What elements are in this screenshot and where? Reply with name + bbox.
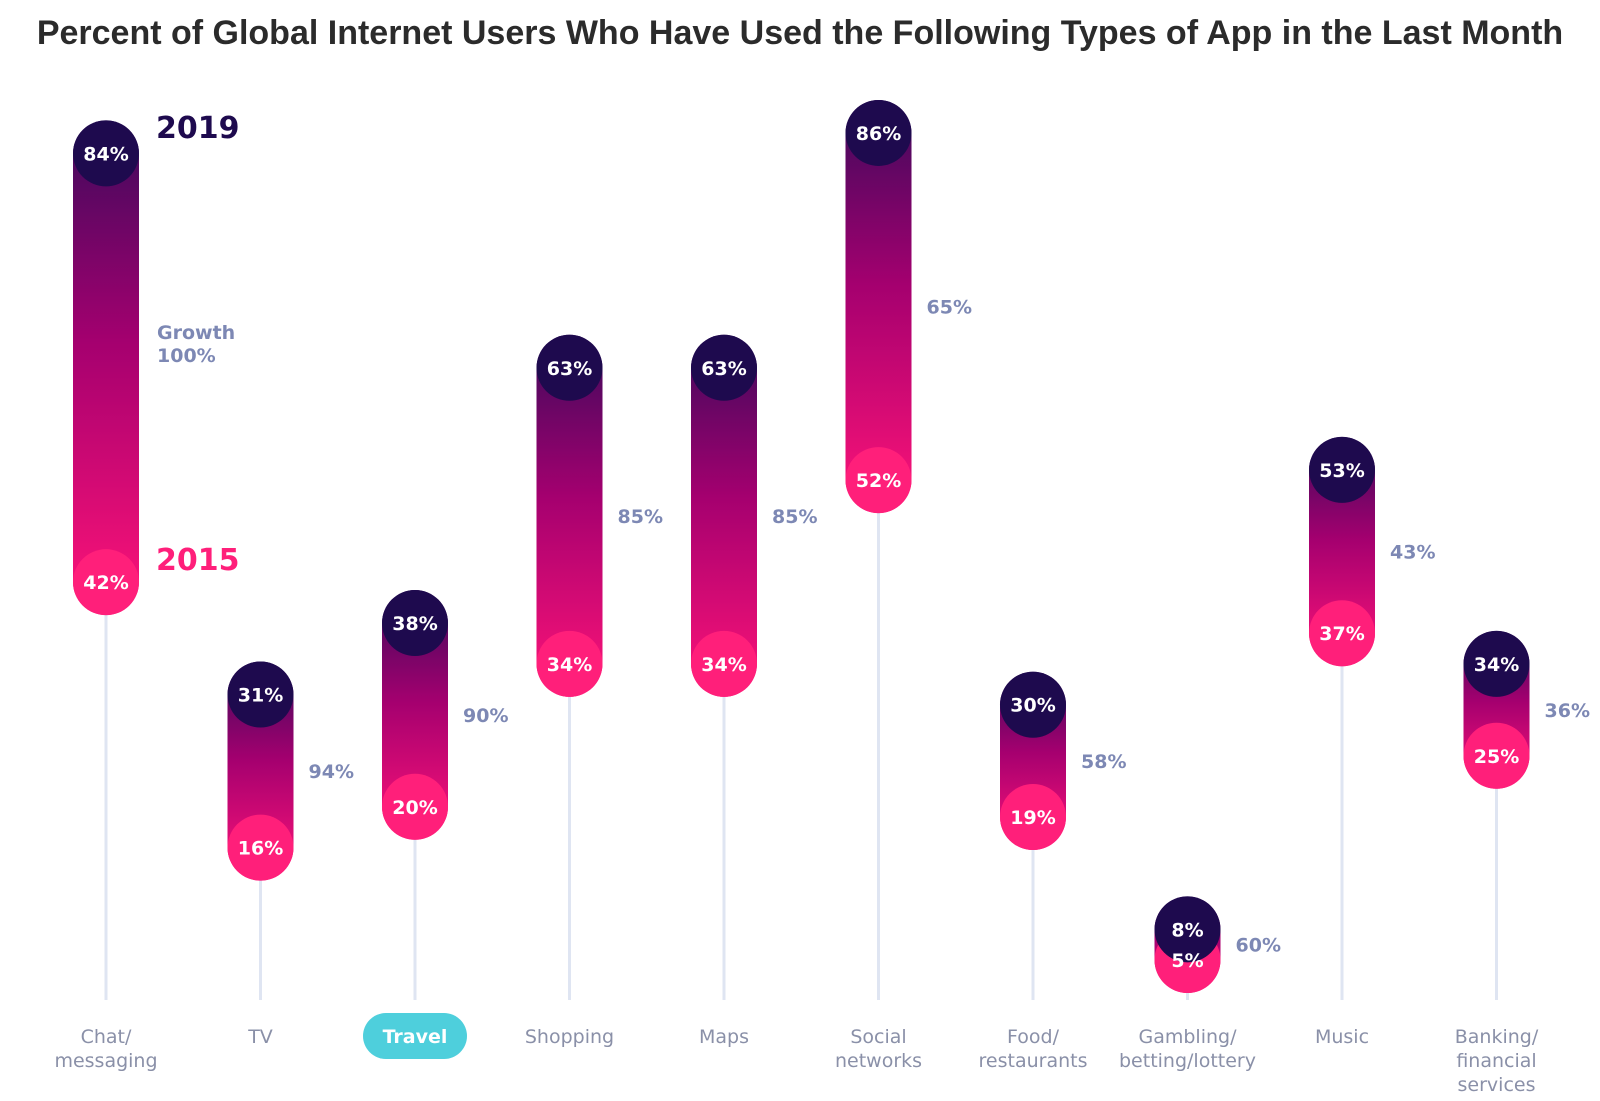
value-2015-chat-messaging: 42% xyxy=(83,572,128,594)
growth-banking-financial-services: 36% xyxy=(1545,700,1590,722)
dot-2019-gambling-betting-lottery xyxy=(1154,896,1221,963)
growth-gambling-betting-lottery: 60% xyxy=(1236,935,1281,957)
dot-2019-travel xyxy=(382,590,448,657)
value-2015-social-networks: 52% xyxy=(856,470,901,492)
labels-layer: 84% 42% Chat/messaging 31% 16% 94% TV 38% 20% 90%… xyxy=(54,123,1590,1096)
value-2015-banking-financial-services: 25% xyxy=(1474,746,1519,768)
dot-2015-tv xyxy=(227,814,294,881)
category-label-social-networks: Social xyxy=(850,1026,906,1048)
pills-layer xyxy=(73,99,1530,993)
dot-2019-chat-messaging xyxy=(73,120,139,187)
value-2019-banking-financial-services: 34% xyxy=(1474,654,1519,676)
dot-2015-chat-messaging xyxy=(73,549,139,616)
category-label-banking-financial-services: Banking/ xyxy=(1455,1026,1539,1048)
value-2015-music: 37% xyxy=(1319,623,1364,645)
legend-2015: 2015 xyxy=(156,543,240,578)
category-highlight-travel xyxy=(363,1013,467,1059)
value-2015-gambling-betting-lottery: 5% xyxy=(1171,950,1203,972)
value-2019-social-networks: 86% xyxy=(856,123,901,145)
dot-2015-shopping xyxy=(536,630,603,697)
pill-travel xyxy=(382,590,448,840)
dot-2019-shopping xyxy=(536,334,603,401)
category-label-music: Music xyxy=(1315,1026,1369,1048)
dot-2015-travel xyxy=(382,773,448,840)
growth-chat-messaging: 100% xyxy=(157,345,216,367)
value-2019-chat-messaging: 84% xyxy=(83,143,128,165)
value-2019-maps: 63% xyxy=(701,358,746,380)
growth-music: 43% xyxy=(1390,542,1435,564)
category-label-gambling-betting-lottery: betting/lottery xyxy=(1119,1050,1256,1072)
category-label-banking-financial-services: services xyxy=(1458,1074,1536,1096)
category-label-shopping: Shopping xyxy=(525,1026,614,1048)
value-2019-gambling-betting-lottery: 8% xyxy=(1171,919,1203,941)
dot-2019-banking-financial-services xyxy=(1463,630,1530,697)
growth-shopping: 85% xyxy=(618,506,663,528)
legend-growth-title: Growth xyxy=(157,322,235,344)
value-2019-travel: 38% xyxy=(392,613,437,635)
pill-maps xyxy=(691,334,757,697)
value-2019-food-restaurants: 30% xyxy=(1010,695,1055,717)
growth-travel: 90% xyxy=(463,705,508,727)
value-2015-maps: 34% xyxy=(701,654,746,676)
category-label-chat-messaging: Chat/ xyxy=(81,1026,132,1048)
value-2019-tv: 31% xyxy=(238,684,283,706)
category-label-food-restaurants: Food/ xyxy=(1007,1026,1060,1048)
dot-2019-music xyxy=(1309,436,1375,503)
pill-chat-messaging xyxy=(73,120,139,616)
dot-2019-maps xyxy=(691,334,757,401)
value-2015-food-restaurants: 19% xyxy=(1010,807,1055,829)
growth-tv: 94% xyxy=(309,761,354,783)
chart-title: Percent of Global Internet Users Who Hav… xyxy=(36,14,1564,52)
pill-social-networks xyxy=(845,99,912,514)
category-label-gambling-betting-lottery: Gambling/ xyxy=(1139,1026,1238,1048)
dot-2015-food-restaurants xyxy=(1000,784,1066,851)
value-2019-music: 53% xyxy=(1319,460,1364,482)
dot-2019-tv xyxy=(227,661,294,728)
category-label-food-restaurants: restaurants xyxy=(979,1050,1088,1072)
dot-2019-food-restaurants xyxy=(1000,671,1066,738)
dot-2019-social-networks xyxy=(845,99,912,166)
category-label-social-networks: networks xyxy=(835,1050,922,1072)
growth-food-restaurants: 58% xyxy=(1081,751,1126,773)
stems-layer xyxy=(104,480,1498,1000)
pill-shopping xyxy=(536,334,603,697)
category-label-maps: Maps xyxy=(699,1026,749,1048)
dot-2015-music xyxy=(1309,600,1375,667)
value-2015-tv: 16% xyxy=(238,838,283,860)
category-label-tv: TV xyxy=(247,1026,273,1048)
growth-social-networks: 65% xyxy=(927,297,972,319)
dot-2015-social-networks xyxy=(845,447,912,514)
value-2015-travel: 20% xyxy=(392,797,437,819)
dot-2015-maps xyxy=(691,630,757,697)
value-2015-shopping: 34% xyxy=(547,654,592,676)
category-label-banking-financial-services: financial xyxy=(1456,1050,1536,1072)
dot-2015-banking-financial-services xyxy=(1463,722,1530,789)
growth-maps: 85% xyxy=(772,506,817,528)
category-label-chat-messaging: messaging xyxy=(54,1050,157,1072)
category-label-travel: Travel xyxy=(383,1026,448,1048)
legend-2019: 2019 xyxy=(156,111,240,146)
value-2019-shopping: 63% xyxy=(547,358,592,380)
